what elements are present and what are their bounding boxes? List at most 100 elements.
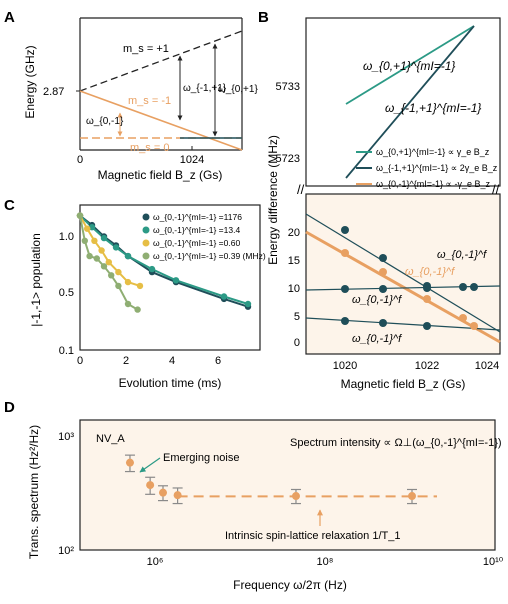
panel-b-ylabel: Energy difference (MHz): [266, 135, 280, 265]
b-point: [341, 285, 349, 293]
panel-b-xtick-1024: 1024: [475, 360, 499, 372]
b-point: [470, 283, 478, 291]
panel-a-xlabel: Magnetic field B_z (Gs): [98, 168, 223, 182]
level-minus-line: [79, 90, 243, 151]
line-omega-0-plus1: [345, 25, 475, 105]
c-data-point: [93, 255, 101, 262]
b-point: [379, 319, 387, 327]
panel-c-ylabel: |-1,-1> population: [29, 233, 43, 327]
panel-b-xlabel: Magnetic field B_z (Gs): [341, 377, 466, 391]
panel-d: D Trans. spectrum (Hz²/Hz) 10³ 10² 10⁶ 1…: [4, 399, 504, 592]
panel-b-upper-ticks: 5733 5723: [276, 81, 300, 165]
panel-d-xtick-1e10: 10¹⁰: [483, 556, 504, 568]
b-point: [341, 317, 349, 325]
d-data-point: [291, 492, 300, 501]
panel-b-ytick-10: 10: [288, 283, 300, 295]
panel-b: B Energy difference (MHz) // // 5733 572…: [258, 9, 501, 391]
panel-d-ylabel: Trans. spectrum (Hz²/Hz): [27, 425, 41, 559]
panel-c-xtick-0: 0: [77, 355, 83, 367]
line-f-lower: [305, 317, 501, 331]
curve-label-f-1: ω_{0,-1}^f: [437, 249, 487, 261]
panel-b-ytick-5733: 5733: [276, 81, 300, 93]
c-data-point: [124, 278, 132, 286]
panel-b-lower-frame: [305, 193, 501, 355]
panel-d-ytick-100: 10²: [58, 545, 74, 557]
level-plus-line: [79, 30, 243, 92]
panel-c-xtick-2: 2: [123, 355, 129, 367]
d-data-point: [146, 481, 155, 490]
panel-c-frame: [79, 204, 261, 351]
legend-label-1: ω_{-1,+1}^{mI=-1} ∝ 2γ_e B_z: [376, 163, 498, 173]
panel-b-ytick-5723: 5723: [276, 153, 300, 165]
legend-label-0: ω_{0,+1}^{mI=-1} ∝ γ_e B_z: [376, 147, 490, 157]
panel-d-xtick-1e8: 10⁸: [317, 556, 334, 568]
d-data-point: [125, 458, 134, 467]
d-data-point: [159, 488, 167, 497]
legend-label-c-1: ω_{0,-1}^{mI=-1} =13.4: [153, 225, 240, 235]
b-point: [341, 249, 349, 257]
curve-label-f-3: ω_{0,-1}^f: [352, 294, 402, 306]
b-point: [379, 285, 387, 293]
panel-c-ytick-1: 1.0: [59, 231, 74, 243]
c-data-point: [115, 268, 122, 276]
line-f-upper: [305, 213, 501, 333]
panel-letter-c: C: [4, 197, 15, 214]
panel-a-xtick-0: 0: [77, 154, 83, 166]
annotation-spin-lattice: Intrinsic spin-lattice relaxation 1/T_1: [225, 530, 400, 542]
panel-b-ytick-15: 15: [288, 255, 300, 267]
panel-b-lower-ticks: 20 15 10 5 0: [288, 227, 300, 349]
panel-d-tag: NV_A: [96, 433, 125, 445]
line-omega-0-minus1: [305, 230, 501, 344]
level-zero-label: m_s = 0: [130, 142, 169, 154]
c-data-point: [112, 244, 120, 251]
label-omega-0-plus1: ω_{0,+1}^{mI=-1}: [363, 59, 455, 73]
b-point: [423, 284, 431, 292]
legend-marker-c-2: [142, 239, 150, 247]
c-data-point: [105, 259, 113, 266]
panel-c-xlabel: Evolution time (ms): [119, 376, 222, 390]
panel-a-xtick-1024: 1024: [180, 154, 204, 166]
panel-c: C |-1,-1> population 1.0 0.5 0.1 0 2 4 6…: [4, 197, 266, 390]
legend-marker-c-1: [142, 226, 150, 234]
axis-break-right: //: [492, 182, 500, 197]
level-minus-label: m_s = -1: [128, 95, 171, 107]
c-data-point: [220, 293, 228, 300]
panel-b-xtick-1022: 1022: [415, 360, 439, 372]
gap-label-minus-plus: ω_{-1,+1}: [183, 83, 227, 94]
panel-b-markers: [341, 226, 478, 330]
panel-c-ytick-01: 0.1: [59, 345, 74, 357]
legend-marker-c-0: [142, 213, 150, 221]
curve-label-f-4: ω_{0,-1}^f: [352, 333, 402, 345]
level-plus-label: m_s = +1: [123, 43, 169, 55]
b-point: [470, 322, 478, 330]
panel-b-xtick-1020: 1020: [333, 360, 357, 372]
gap-label-zero-minus: ω_{0,-1}: [86, 116, 124, 127]
panel-d-xtick-1e6: 10⁶: [147, 556, 164, 568]
c-data-point: [108, 272, 115, 279]
gap-label-zero-plus: ω_{0,+1}: [218, 84, 258, 95]
panel-b-ytick-20: 20: [288, 227, 300, 239]
c-data-point: [148, 265, 156, 273]
curve-label-f-2: ω_{0,-1}^f: [405, 266, 455, 278]
legend-label-2: ω_{0,-1}^{mI=-1} ∝ -γ_e B_z: [376, 179, 490, 189]
c-data-point: [100, 263, 108, 270]
c-data-point: [76, 212, 84, 219]
annotation-emerging-noise: Emerging noise: [163, 452, 239, 464]
c-data-point: [98, 247, 105, 254]
panel-c-ytick-05: 0.5: [59, 287, 74, 299]
panel-b-ytick-0: 0: [294, 337, 300, 349]
panel-c-xtick-4: 4: [169, 355, 175, 367]
line-f-middle: [305, 285, 501, 291]
d-data-point: [173, 491, 182, 500]
c-data-point: [136, 282, 144, 290]
panel-letter-b: B: [258, 9, 269, 26]
panel-a-ylabel: Energy (GHz): [23, 45, 37, 118]
legend-label-c-0: ω_{0,-1}^{mI=-1} =1176: [153, 212, 242, 222]
b-point: [423, 322, 431, 330]
b-point: [423, 295, 431, 303]
b-point: [379, 254, 387, 262]
panel-c-legend: ω_{0,-1}^{mI=-1} =1176 ω_{0,-1}^{mI=-1} …: [142, 212, 266, 261]
b-point: [459, 314, 467, 322]
c-data-point: [244, 300, 252, 308]
